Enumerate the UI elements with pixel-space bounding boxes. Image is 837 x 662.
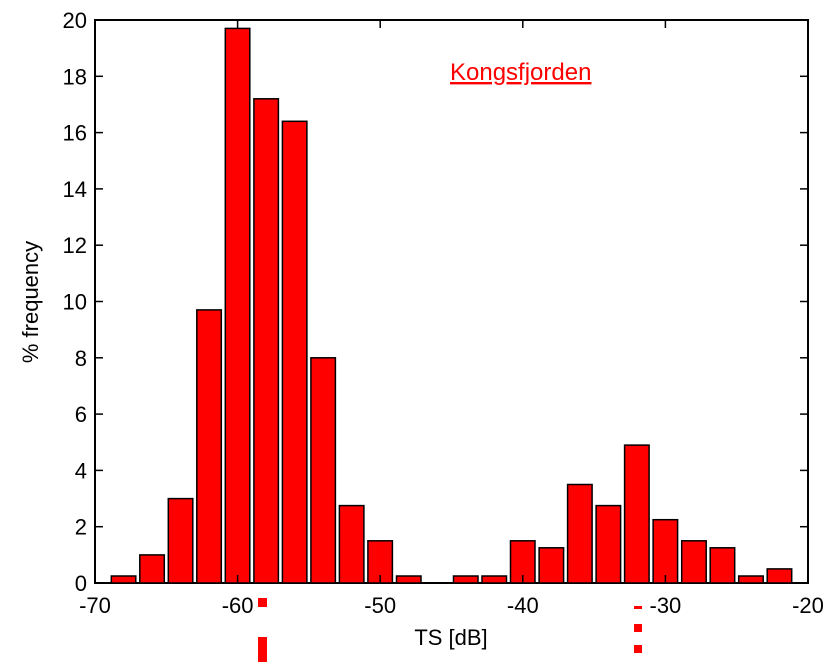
histogram-bar — [538, 547, 565, 584]
red-mark — [634, 624, 642, 632]
histogram-bar — [481, 575, 508, 584]
x-tick-label: -70 — [79, 593, 111, 618]
histogram-bar — [110, 575, 137, 584]
annotation-label: Kongsfjorden — [450, 59, 591, 86]
histogram-bar — [709, 547, 736, 584]
y-tick-label: 16 — [63, 121, 87, 146]
y-tick-label: 6 — [75, 402, 87, 427]
x-tick-label: -40 — [507, 593, 539, 618]
y-tick-label: 12 — [63, 233, 87, 258]
histogram-bar — [167, 497, 194, 584]
x-ticks-group: -70 -60 -50 -40 -30 -20 — [79, 20, 824, 618]
histogram-bar — [623, 444, 650, 584]
histogram-bar — [452, 575, 479, 584]
x-tick-label: -20 — [792, 593, 824, 618]
x-tick-label: -30 — [650, 593, 682, 618]
histogram-bar — [224, 27, 251, 584]
histogram-bar — [652, 518, 679, 584]
red-mark — [634, 645, 642, 653]
histogram-bar — [281, 120, 308, 584]
y-tick-label: 4 — [75, 458, 87, 483]
y-tick-label: 8 — [75, 346, 87, 371]
histogram-bar — [196, 309, 223, 584]
red-mark — [634, 606, 642, 609]
histogram-bar — [595, 504, 622, 584]
histogram-bar — [310, 357, 337, 584]
histogram-bar — [766, 568, 793, 584]
histogram-bar — [253, 98, 280, 584]
histogram-bar — [680, 540, 707, 584]
red-mark — [258, 637, 267, 662]
y-tick-label: 20 — [63, 8, 87, 33]
histogram-bar — [338, 504, 365, 584]
histogram-bar — [395, 575, 422, 584]
y-ticks-group: 0 2 4 6 8 10 12 14 16 18 20 — [63, 8, 808, 596]
histogram-bar — [566, 483, 593, 584]
bars-group — [110, 27, 793, 584]
red-mark — [258, 598, 267, 607]
x-tick-label: -60 — [222, 593, 254, 618]
x-axis-label: TS [dB] — [414, 625, 487, 650]
y-tick-label: 18 — [63, 64, 87, 89]
red-marks-group — [258, 598, 642, 662]
y-axis-label: % frequency — [18, 241, 43, 363]
histogram-bar — [139, 554, 166, 584]
histogram-bar — [737, 575, 764, 584]
y-tick-label: 10 — [63, 290, 87, 315]
y-tick-label: 0 — [75, 571, 87, 596]
x-tick-label: -50 — [364, 593, 396, 618]
y-tick-label: 14 — [63, 177, 87, 202]
y-tick-label: 2 — [75, 515, 87, 540]
